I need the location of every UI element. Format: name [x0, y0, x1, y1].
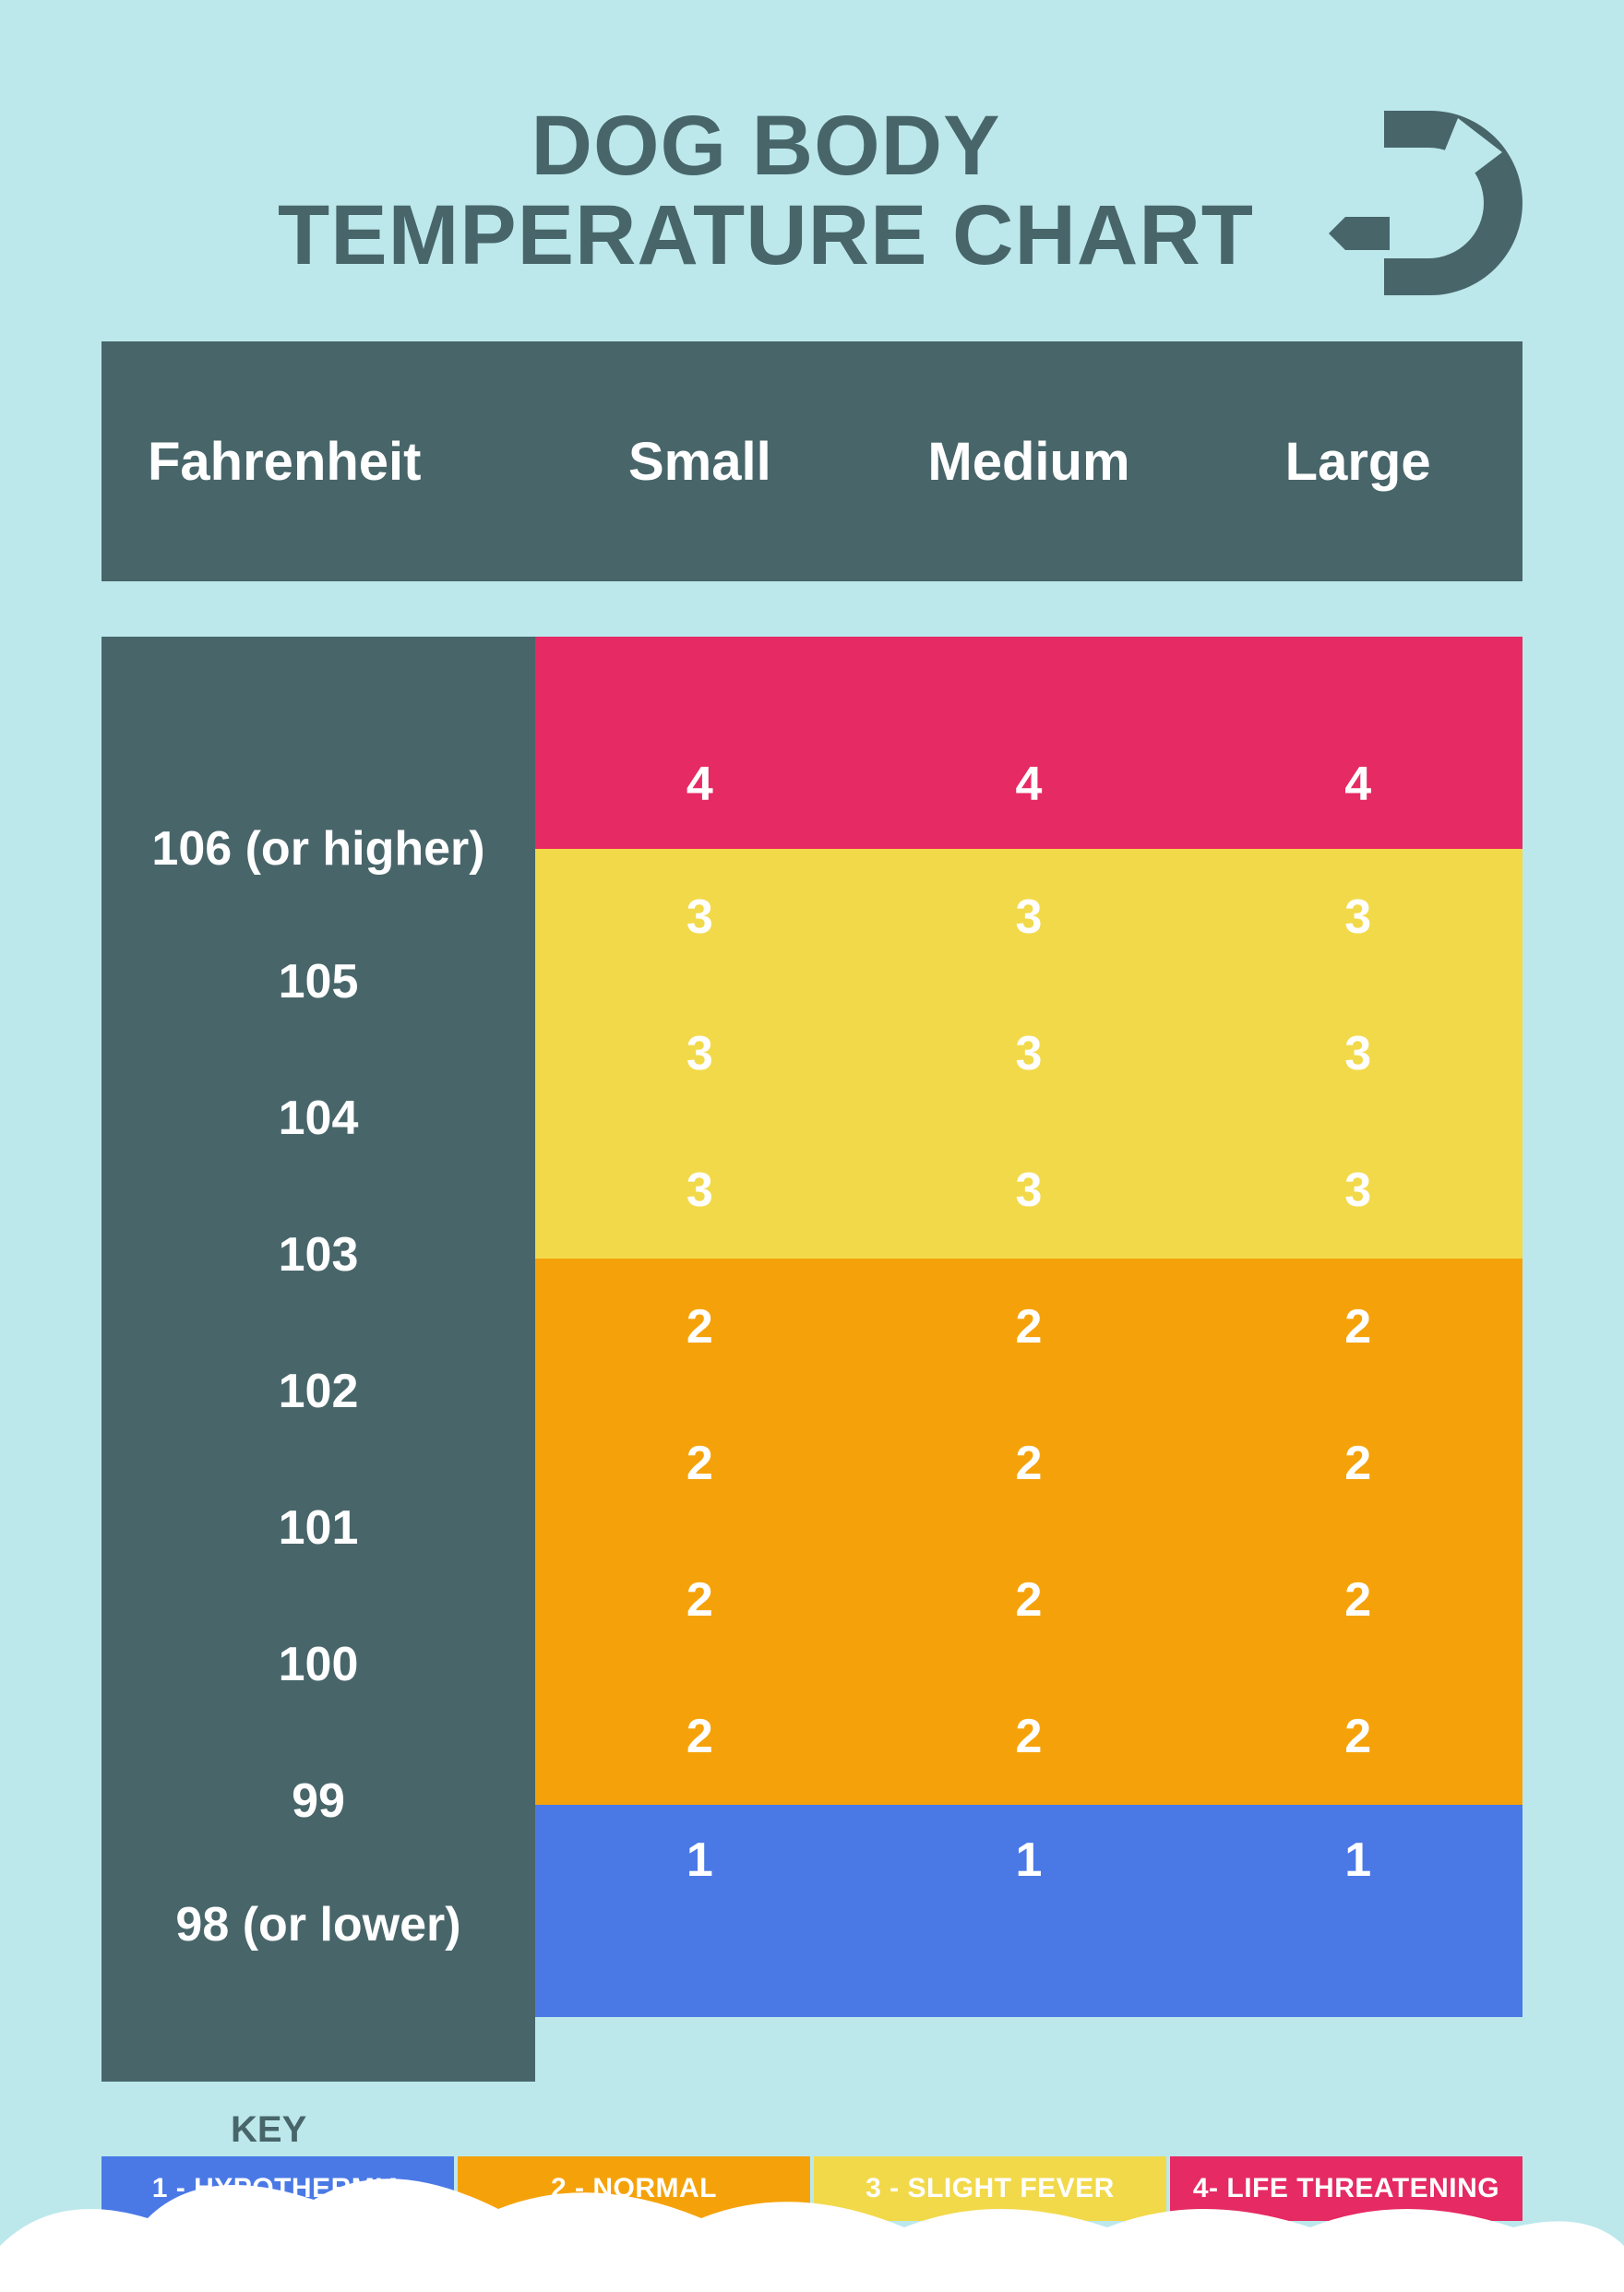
table-row: 222: [535, 1395, 1522, 1532]
cell-medium: 3: [865, 1122, 1194, 1259]
value-columns: 444333333333222222222222111: [535, 637, 1522, 2082]
header: DOG BODY TEMPERATURE CHART: [102, 101, 1522, 304]
cell-large: 2: [1193, 1395, 1522, 1532]
cell-large: 4: [1193, 637, 1522, 849]
cell-small: 3: [535, 849, 865, 985]
title-line-2: TEMPERATURE CHART: [278, 188, 1254, 282]
temperature-table: 106 (or higher)1051041031021011009998 (o…: [102, 637, 1522, 2082]
row-label: 99: [102, 1733, 535, 1869]
cell-small: 2: [535, 1259, 865, 1395]
cell-medium: 1: [865, 1805, 1194, 2017]
chart-title: DOG BODY TEMPERATURE CHART: [212, 101, 1320, 280]
cell-large: 2: [1193, 1532, 1522, 1668]
cell-small: 3: [535, 985, 865, 1122]
row-label: 104: [102, 1050, 535, 1187]
row-label: 100: [102, 1596, 535, 1733]
header-small: Small: [535, 431, 865, 493]
table-row: 333: [535, 985, 1522, 1122]
cell-medium: 2: [865, 1259, 1194, 1395]
cell-medium: 2: [865, 1532, 1194, 1668]
table-row: 444: [535, 637, 1522, 849]
table-row: 333: [535, 1122, 1522, 1259]
table-row: 222: [535, 1259, 1522, 1395]
row-label: 98 (or lower): [102, 1869, 535, 2082]
dog-logo-icon: [1320, 101, 1522, 304]
cell-small: 2: [535, 1532, 865, 1668]
legend-title: KEY: [231, 2109, 1522, 2151]
cell-large: 2: [1193, 1668, 1522, 1805]
header-large: Large: [1193, 431, 1522, 493]
cell-medium: 3: [865, 849, 1194, 985]
table-row: 111: [535, 1805, 1522, 2017]
row-label: 106 (or higher): [102, 701, 535, 913]
cell-small: 4: [535, 637, 865, 849]
cell-medium: 2: [865, 1668, 1194, 1805]
page: DOG BODY TEMPERATURE CHART Fahrenheit Sm…: [0, 0, 1624, 2292]
header-fahrenheit: Fahrenheit: [102, 431, 535, 493]
table-row: 222: [535, 1532, 1522, 1668]
cell-medium: 4: [865, 637, 1194, 849]
cell-large: 3: [1193, 849, 1522, 985]
cell-small: 2: [535, 1395, 865, 1532]
column-headers: Fahrenheit Small Medium Large: [102, 341, 1522, 581]
cloud-decoration: [0, 2163, 1624, 2292]
cell-medium: 3: [865, 985, 1194, 1122]
cell-large: 3: [1193, 985, 1522, 1122]
cell-small: 2: [535, 1668, 865, 1805]
row-label: 102: [102, 1323, 535, 1460]
cell-small: 3: [535, 1122, 865, 1259]
cell-large: 2: [1193, 1259, 1522, 1395]
cell-large: 3: [1193, 1122, 1522, 1259]
cell-small: 1: [535, 1805, 865, 2017]
label-column: 106 (or higher)1051041031021011009998 (o…: [102, 637, 535, 2082]
cell-large: 1: [1193, 1805, 1522, 2017]
table-row: 333: [535, 849, 1522, 985]
row-label: 103: [102, 1187, 535, 1323]
table-row: 222: [535, 1668, 1522, 1805]
header-medium: Medium: [865, 431, 1194, 493]
title-line-1: DOG BODY: [531, 99, 1001, 193]
row-label: 101: [102, 1460, 535, 1596]
cell-medium: 2: [865, 1395, 1194, 1532]
row-label: 105: [102, 913, 535, 1050]
